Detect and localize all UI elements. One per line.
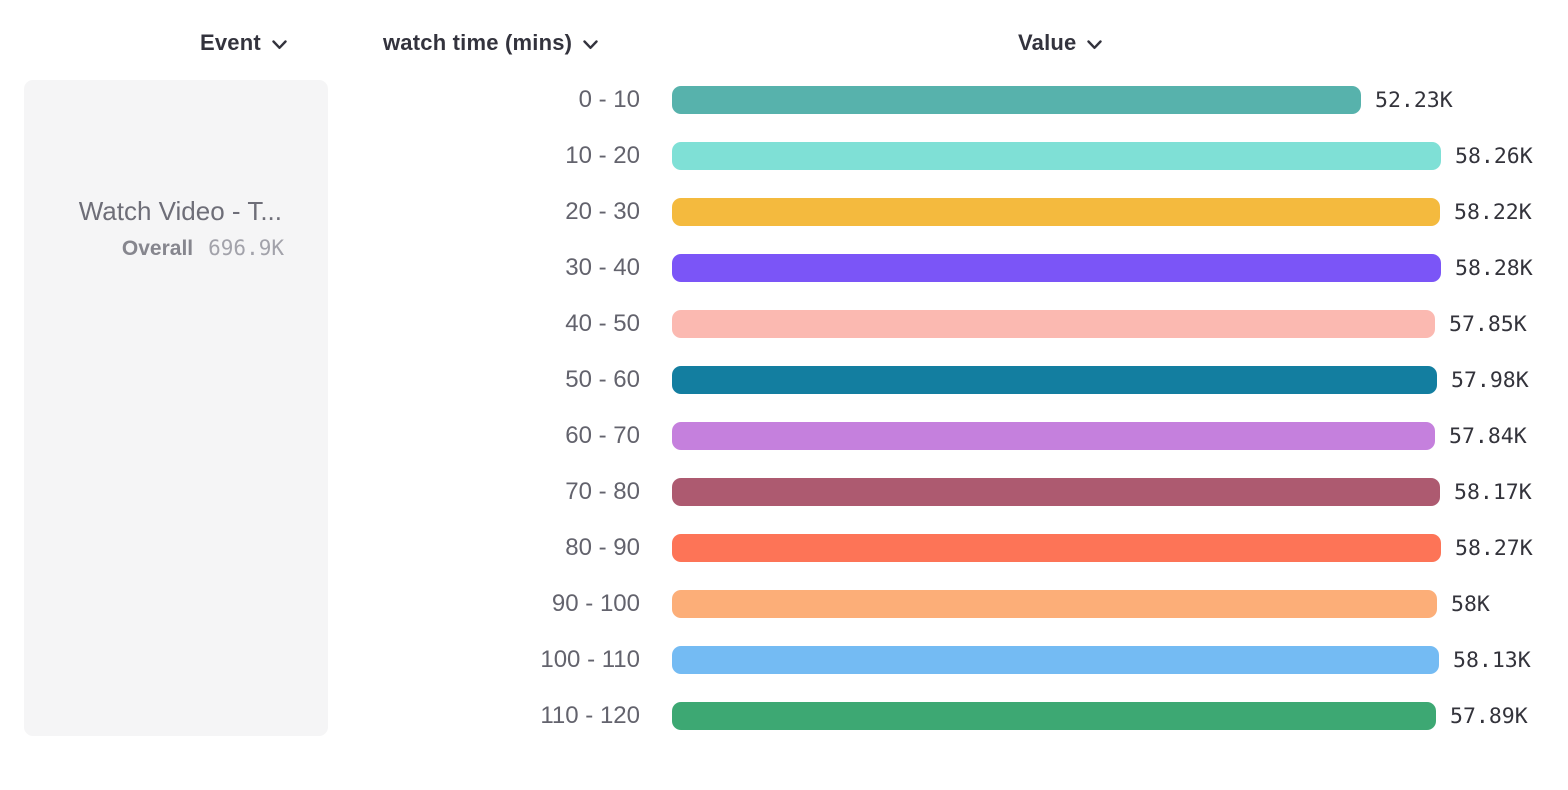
bar[interactable] (672, 254, 1441, 282)
bucket-label: 0 - 10 (578, 86, 640, 113)
bucket-label: 90 - 100 (551, 590, 640, 617)
bar-value: 57.89K (1450, 704, 1528, 729)
chart-row: 50 - 60 57.98K (0, 366, 1568, 394)
bar-track: 57.98K (672, 366, 1529, 394)
bar[interactable] (672, 534, 1441, 562)
bar-value: 58K (1451, 592, 1490, 617)
column-header-breakdown-label: watch time (mins) (383, 30, 573, 55)
column-header-event-label: Event (200, 30, 261, 55)
chart-row: 40 - 50 57.85K (0, 310, 1568, 338)
bar-value: 58.13K (1453, 648, 1531, 673)
chart-row: 30 - 40 58.28K (0, 254, 1568, 282)
chart-row: 100 - 110 58.13K (0, 646, 1568, 674)
bar[interactable] (672, 702, 1436, 730)
bar-track: 58.26K (672, 142, 1533, 170)
bar-track: 57.84K (672, 422, 1527, 450)
bar-track: 58.13K (672, 646, 1531, 674)
event-name: Watch Video - T... (78, 196, 282, 226)
event-legend-card[interactable]: Watch Video - T... Overall 696.9K (24, 80, 328, 736)
column-header-value[interactable]: Value (1018, 27, 1103, 59)
bar[interactable] (672, 422, 1435, 450)
chart-row: 60 - 70 57.84K (0, 422, 1568, 450)
bar-track: 57.89K (672, 702, 1528, 730)
bucket-label: 110 - 120 (540, 702, 640, 729)
bucket-label: 10 - 20 (565, 142, 640, 169)
bucket-label: 40 - 50 (565, 310, 640, 337)
column-header-value-label: Value (1018, 30, 1077, 55)
bar-track: 58K (672, 590, 1490, 618)
bar[interactable] (672, 478, 1440, 506)
bar[interactable] (672, 590, 1437, 618)
bar-value: 58.17K (1454, 480, 1532, 505)
bar-track: 58.17K (672, 478, 1532, 506)
chart-row: 0 - 10 52.23K (0, 86, 1568, 114)
bar-track: 57.85K (672, 310, 1527, 338)
bar-track: 58.27K (672, 534, 1533, 562)
bucket-label: 60 - 70 (565, 422, 640, 449)
bar[interactable] (672, 310, 1435, 338)
bar[interactable] (672, 198, 1440, 226)
chart-row: 10 - 20 58.26K (0, 142, 1568, 170)
bucket-label: 20 - 30 (565, 198, 640, 225)
chevron-down-icon (272, 39, 287, 50)
bucket-label: 30 - 40 (565, 254, 640, 281)
bucket-label: 80 - 90 (565, 534, 640, 561)
bar[interactable] (672, 142, 1441, 170)
chart-row: 110 - 120 57.89K (0, 702, 1568, 730)
bar[interactable] (672, 646, 1439, 674)
bucket-label: 70 - 80 (565, 478, 640, 505)
column-header-event[interactable]: Event (200, 27, 287, 59)
overall-label: Overall (121, 237, 194, 260)
bar-value: 57.85K (1449, 312, 1527, 337)
chevron-down-icon (583, 39, 598, 50)
chart-row: 90 - 100 58K (0, 590, 1568, 618)
bar-track: 52.23K (672, 86, 1453, 114)
bucket-label: 100 - 110 (540, 646, 640, 673)
bar-value: 58.22K (1454, 200, 1532, 225)
event-overall-row: Overall 696.9K (122, 236, 284, 261)
bar-value: 58.26K (1455, 144, 1533, 169)
chart-row: 80 - 90 58.27K (0, 534, 1568, 562)
chart-row: 70 - 80 58.17K (0, 478, 1568, 506)
bucket-label: 50 - 60 (565, 366, 640, 393)
bar-track: 58.28K (672, 254, 1533, 282)
chart-row: 20 - 30 58.22K (0, 198, 1568, 226)
bar[interactable] (672, 86, 1361, 114)
column-header-breakdown[interactable]: watch time (mins) (383, 27, 598, 59)
bar-value: 57.84K (1449, 424, 1527, 449)
bar-track: 58.22K (672, 198, 1532, 226)
chevron-down-icon (1087, 39, 1103, 50)
bar-value: 58.27K (1455, 536, 1533, 561)
bar-value: 52.23K (1375, 88, 1453, 113)
bar[interactable] (672, 366, 1437, 394)
overall-value: 696.9K (208, 236, 284, 260)
bar-value: 57.98K (1451, 368, 1529, 393)
bar-value: 58.28K (1455, 256, 1533, 281)
